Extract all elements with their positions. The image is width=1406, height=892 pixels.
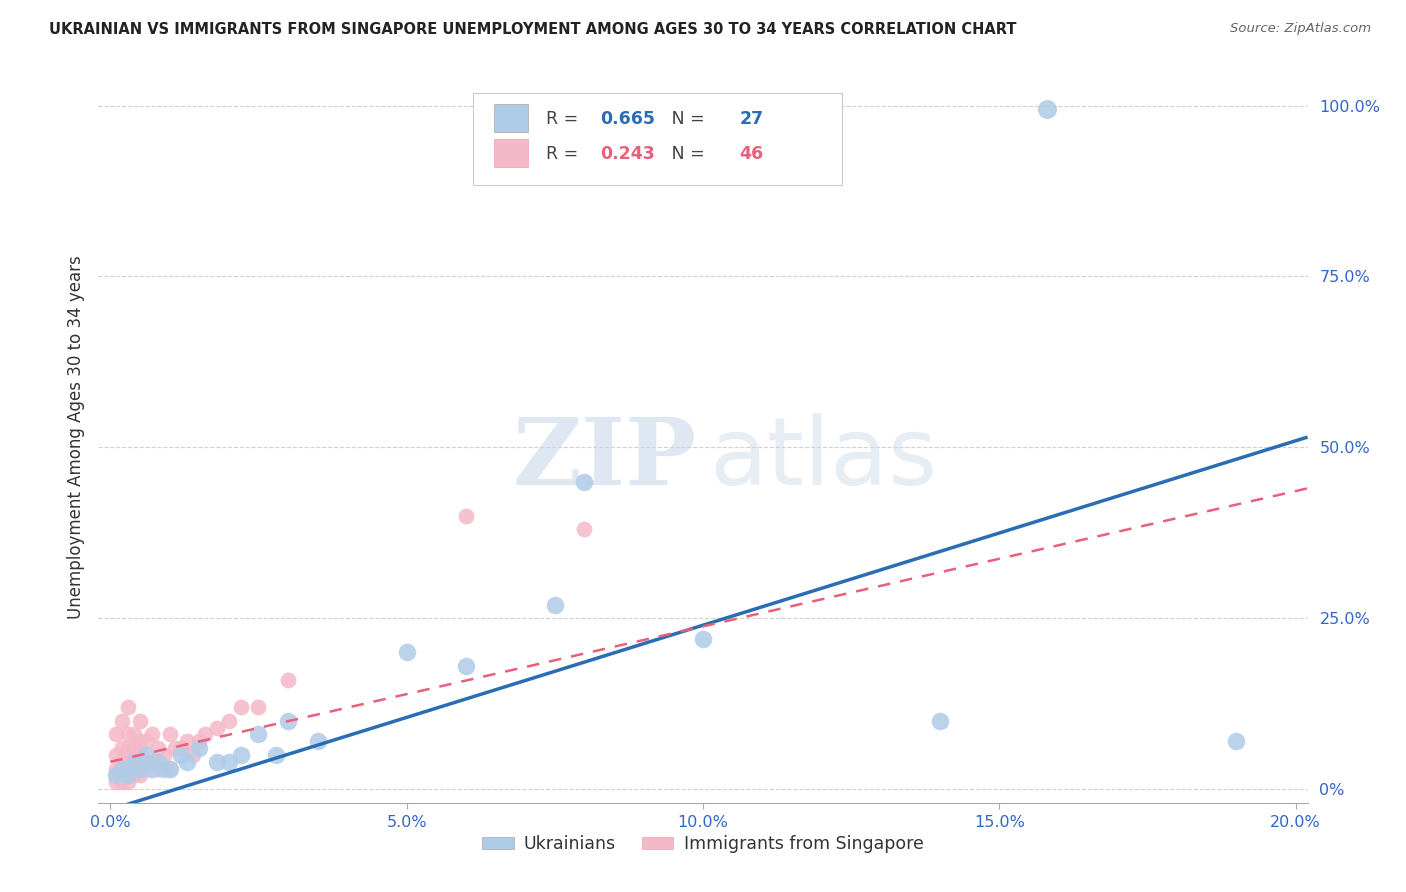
- Point: [146, 755, 169, 769]
- Point: [454, 659, 477, 673]
- Point: [117, 768, 139, 782]
- Point: [395, 645, 418, 659]
- Legend: Ukrainians, Immigrants from Singapore: Ukrainians, Immigrants from Singapore: [475, 828, 931, 860]
- Point: [205, 755, 228, 769]
- Text: ZIP: ZIP: [513, 414, 697, 504]
- Point: [117, 768, 139, 782]
- Point: [159, 762, 181, 776]
- Point: [105, 762, 128, 776]
- Point: [929, 714, 952, 728]
- Point: [135, 734, 157, 748]
- Point: [122, 755, 145, 769]
- Point: [105, 775, 128, 789]
- Point: [152, 747, 174, 762]
- Point: [165, 741, 187, 756]
- FancyBboxPatch shape: [494, 104, 527, 132]
- Text: 27: 27: [740, 110, 763, 128]
- Text: Source: ZipAtlas.com: Source: ZipAtlas.com: [1230, 22, 1371, 36]
- Point: [229, 747, 252, 762]
- Point: [454, 508, 477, 523]
- Point: [247, 727, 270, 741]
- Point: [117, 741, 139, 756]
- Point: [129, 747, 152, 762]
- Point: [159, 762, 181, 776]
- Point: [105, 768, 128, 782]
- Point: [129, 762, 152, 776]
- Point: [146, 762, 169, 776]
- Point: [229, 700, 252, 714]
- Point: [105, 727, 128, 741]
- Text: UKRAINIAN VS IMMIGRANTS FROM SINGAPORE UNEMPLOYMENT AMONG AGES 30 TO 34 YEARS CO: UKRAINIAN VS IMMIGRANTS FROM SINGAPORE U…: [49, 22, 1017, 37]
- Point: [277, 714, 299, 728]
- Text: atlas: atlas: [709, 413, 938, 505]
- Point: [135, 762, 157, 776]
- Point: [111, 755, 134, 769]
- Point: [117, 775, 139, 789]
- Point: [152, 762, 174, 776]
- Point: [117, 700, 139, 714]
- Point: [176, 755, 198, 769]
- Point: [141, 762, 163, 776]
- Text: 0.243: 0.243: [600, 145, 655, 163]
- Point: [111, 714, 134, 728]
- Point: [122, 741, 145, 756]
- Point: [170, 741, 193, 756]
- Point: [218, 755, 240, 769]
- Point: [135, 747, 157, 762]
- Point: [117, 755, 139, 769]
- Text: R =: R =: [546, 145, 583, 163]
- Point: [129, 734, 152, 748]
- Point: [146, 741, 169, 756]
- Point: [307, 734, 329, 748]
- Text: N =: N =: [655, 145, 710, 163]
- Point: [1225, 734, 1247, 748]
- Point: [122, 768, 145, 782]
- Text: N =: N =: [655, 110, 710, 128]
- Point: [181, 747, 204, 762]
- Point: [129, 714, 152, 728]
- Y-axis label: Unemployment Among Ages 30 to 34 years: Unemployment Among Ages 30 to 34 years: [66, 255, 84, 619]
- Point: [122, 727, 145, 741]
- Point: [194, 727, 217, 741]
- Point: [205, 721, 228, 735]
- Point: [122, 755, 145, 769]
- Point: [692, 632, 714, 646]
- Point: [111, 768, 134, 782]
- Point: [111, 741, 134, 756]
- Point: [277, 673, 299, 687]
- Point: [159, 727, 181, 741]
- Point: [218, 714, 240, 728]
- Text: 0.665: 0.665: [600, 110, 655, 128]
- Point: [574, 475, 596, 489]
- Point: [105, 768, 128, 782]
- Point: [264, 747, 287, 762]
- Point: [141, 727, 163, 741]
- Point: [188, 741, 211, 756]
- Point: [176, 734, 198, 748]
- Text: R =: R =: [546, 110, 583, 128]
- Point: [129, 768, 152, 782]
- Point: [1036, 102, 1059, 116]
- Point: [111, 775, 134, 789]
- Point: [170, 747, 193, 762]
- FancyBboxPatch shape: [494, 139, 527, 167]
- Point: [574, 522, 596, 536]
- Point: [188, 734, 211, 748]
- Point: [105, 747, 128, 762]
- Point: [544, 598, 567, 612]
- FancyBboxPatch shape: [474, 94, 842, 185]
- Point: [117, 727, 139, 741]
- Point: [141, 755, 163, 769]
- Point: [111, 762, 134, 776]
- Point: [247, 700, 270, 714]
- Text: 46: 46: [740, 145, 763, 163]
